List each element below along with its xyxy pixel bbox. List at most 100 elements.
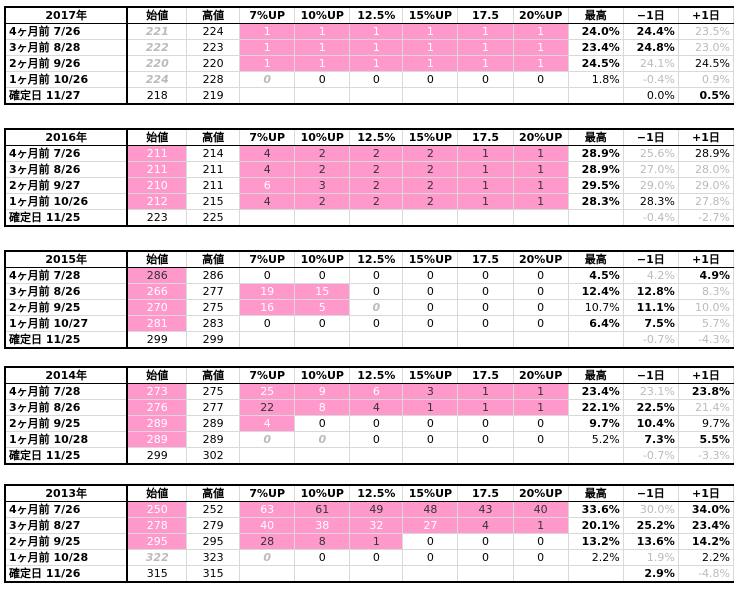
data-cell[interactable] — [567, 209, 624, 227]
data-cell[interactable]: 0 — [513, 415, 569, 432]
data-cell[interactable] — [513, 447, 569, 465]
data-cell[interactable]: 30.0% — [623, 501, 679, 518]
data-cell[interactable] — [402, 565, 459, 583]
data-cell[interactable]: 0 — [457, 549, 514, 566]
data-cell[interactable] — [294, 209, 351, 227]
data-cell[interactable]: 228 — [186, 71, 241, 88]
data-cell[interactable] — [567, 87, 624, 105]
data-cell[interactable]: 289 — [127, 431, 188, 448]
data-cell[interactable]: 0 — [349, 431, 404, 448]
data-cell[interactable]: 14.2% — [678, 533, 735, 550]
data-cell[interactable]: 299 — [186, 331, 241, 349]
data-cell[interactable] — [567, 331, 624, 349]
data-cell[interactable]: 219 — [186, 87, 241, 105]
data-cell[interactable]: 0 — [457, 415, 514, 432]
data-cell[interactable]: 0 — [239, 549, 296, 566]
data-cell[interactable]: 0 — [349, 299, 404, 316]
data-cell[interactable]: 28.3% — [567, 193, 624, 210]
data-cell[interactable]: 281 — [127, 315, 188, 332]
data-cell[interactable]: 19 — [239, 283, 296, 300]
data-cell[interactable]: 49 — [349, 501, 404, 518]
data-cell[interactable]: 0 — [513, 267, 569, 284]
data-cell[interactable]: 2 — [294, 193, 351, 210]
data-cell[interactable]: 43 — [457, 501, 514, 518]
data-cell[interactable]: 0 — [402, 549, 459, 566]
data-cell[interactable]: 21.4% — [678, 399, 735, 416]
data-cell[interactable]: 2 — [402, 161, 459, 178]
data-cell[interactable]: 4 — [239, 193, 296, 210]
data-cell[interactable]: 4 — [239, 415, 296, 432]
data-cell[interactable]: 1 — [457, 383, 514, 400]
data-cell[interactable]: 1 — [239, 23, 296, 40]
data-cell[interactable]: 29.0% — [623, 177, 679, 194]
data-cell[interactable]: 0 — [513, 71, 569, 88]
data-cell[interactable]: 38 — [294, 517, 351, 534]
data-cell[interactable]: -4.8% — [678, 565, 735, 583]
data-cell[interactable]: 0.5% — [678, 87, 735, 105]
data-cell[interactable]: 1 — [513, 383, 569, 400]
data-cell[interactable]: -0.4% — [623, 209, 679, 227]
data-cell[interactable]: 0 — [513, 533, 569, 550]
data-cell[interactable] — [239, 447, 296, 465]
data-cell[interactable] — [239, 565, 296, 583]
data-cell[interactable]: 27.8% — [678, 193, 735, 210]
data-cell[interactable]: 221 — [127, 23, 188, 40]
data-cell[interactable]: 23.4% — [567, 383, 624, 400]
data-cell[interactable] — [513, 565, 569, 583]
data-cell[interactable]: 22 — [239, 399, 296, 416]
data-cell[interactable]: 24.5% — [567, 55, 624, 72]
data-cell[interactable]: 2 — [402, 193, 459, 210]
data-cell[interactable]: 13.2% — [567, 533, 624, 550]
data-cell[interactable]: 23.8% — [678, 383, 735, 400]
data-cell[interactable]: 24.8% — [623, 39, 679, 56]
data-cell[interactable]: 295 — [127, 533, 188, 550]
data-cell[interactable]: 3 — [402, 383, 459, 400]
data-cell[interactable]: 1.8% — [567, 71, 624, 88]
data-cell[interactable]: 1 — [513, 177, 569, 194]
data-cell[interactable]: 1 — [294, 39, 351, 56]
data-cell[interactable]: 2 — [349, 145, 404, 162]
data-cell[interactable]: 220 — [186, 55, 241, 72]
data-cell[interactable]: 23.5% — [678, 23, 735, 40]
data-cell[interactable]: 1 — [457, 39, 514, 56]
data-cell[interactable]: 223 — [127, 209, 188, 227]
data-cell[interactable] — [513, 87, 569, 105]
data-cell[interactable]: 0 — [294, 549, 351, 566]
data-cell[interactable]: 48 — [402, 501, 459, 518]
data-cell[interactable] — [349, 447, 404, 465]
data-cell[interactable]: 0 — [349, 415, 404, 432]
data-cell[interactable]: 7.3% — [623, 431, 679, 448]
data-cell[interactable] — [457, 209, 514, 227]
data-cell[interactable]: 0 — [402, 431, 459, 448]
data-cell[interactable]: 1 — [457, 177, 514, 194]
data-cell[interactable]: 211 — [186, 177, 241, 194]
data-cell[interactable] — [567, 447, 624, 465]
data-cell[interactable]: 5.2% — [567, 431, 624, 448]
data-cell[interactable] — [349, 331, 404, 349]
data-cell[interactable]: 22.5% — [623, 399, 679, 416]
data-cell[interactable]: 1 — [349, 39, 404, 56]
data-cell[interactable]: 1 — [402, 39, 459, 56]
data-cell[interactable]: 223 — [186, 39, 241, 56]
data-cell[interactable]: 63 — [239, 501, 296, 518]
data-cell[interactable]: 33.6% — [567, 501, 624, 518]
data-cell[interactable]: 1 — [513, 161, 569, 178]
data-cell[interactable]: 4.2% — [623, 267, 679, 284]
data-cell[interactable]: 0 — [513, 283, 569, 300]
data-cell[interactable]: 289 — [127, 415, 188, 432]
data-cell[interactable]: 1 — [349, 23, 404, 40]
data-cell[interactable]: 0 — [239, 431, 296, 448]
data-cell[interactable]: 13.6% — [623, 533, 679, 550]
data-cell[interactable]: 1.9% — [623, 549, 679, 566]
data-cell[interactable]: 0 — [513, 431, 569, 448]
data-cell[interactable]: 0 — [294, 431, 351, 448]
data-cell[interactable]: 24.1% — [623, 55, 679, 72]
data-cell[interactable]: 1 — [457, 145, 514, 162]
data-cell[interactable]: 1 — [457, 193, 514, 210]
data-cell[interactable]: -0.7% — [623, 331, 679, 349]
data-cell[interactable]: 3 — [294, 177, 351, 194]
data-cell[interactable]: 322 — [127, 549, 188, 566]
data-cell[interactable]: 8.3% — [678, 283, 735, 300]
data-cell[interactable]: 286 — [186, 267, 241, 284]
data-cell[interactable]: 211 — [186, 161, 241, 178]
